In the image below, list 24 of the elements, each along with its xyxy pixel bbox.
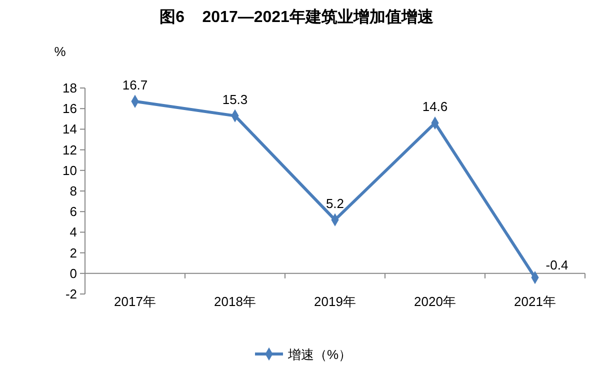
data-label: 14.6 <box>422 99 448 114</box>
y-tick-label: 6 <box>70 204 77 220</box>
x-tick-label: 2021年 <box>514 294 556 309</box>
chart-title: 图6 2017—2021年建筑业增加值增速 <box>160 8 434 26</box>
y-tick-label: 2 <box>70 245 77 260</box>
y-tick-label: -2 <box>65 286 77 302</box>
y-axis-title: % <box>54 44 66 59</box>
y-tick-label: 18 <box>62 80 77 96</box>
data-label: 15.3 <box>222 92 248 107</box>
data-label: 5.2 <box>326 196 344 211</box>
y-tick-label: 4 <box>70 224 77 240</box>
data-label: 16.7 <box>122 77 148 92</box>
y-tick-label: 8 <box>70 184 77 198</box>
data-label: -0.4 <box>546 258 568 273</box>
y-tick-label: 12 <box>62 142 77 158</box>
y-tick-label: 10 <box>62 162 77 178</box>
x-tick-label: 2019年 <box>314 294 356 309</box>
x-tick-label: 2020年 <box>414 294 456 309</box>
x-tick-label: 2017年 <box>114 294 156 309</box>
y-tick-label: 14 <box>62 122 77 137</box>
y-tick-label: 16 <box>62 101 77 116</box>
legend-label: 增速（%） <box>287 347 352 362</box>
y-tick-label: 0 <box>70 266 77 281</box>
x-tick-label: 2018年 <box>214 294 256 309</box>
